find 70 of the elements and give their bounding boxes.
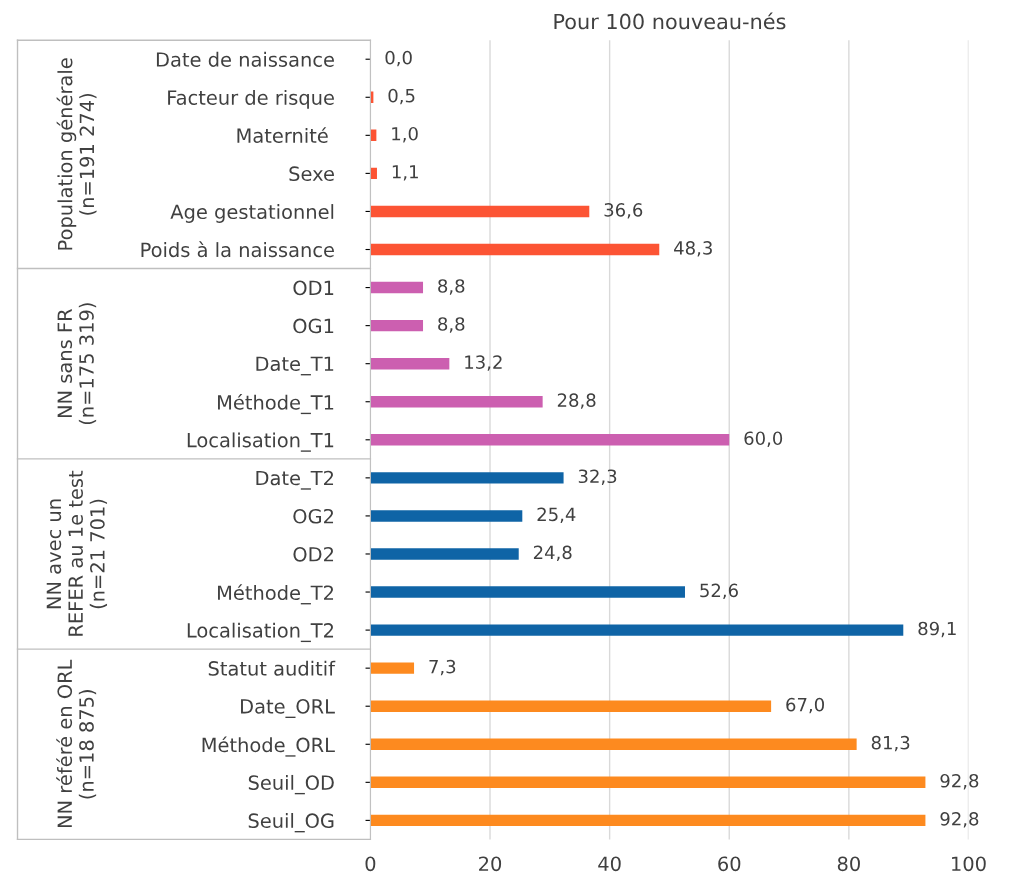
- data-label: 28,8: [557, 393, 596, 409]
- y-tick-label: Seuil_OG: [248, 813, 334, 833]
- bar: [370, 243, 660, 256]
- data-label: 48,3: [674, 241, 712, 257]
- bar: [370, 738, 857, 750]
- bar: [370, 662, 415, 674]
- bar: [370, 586, 685, 598]
- x-tick-label: 100: [952, 856, 986, 872]
- data-label: 7,3: [429, 659, 456, 676]
- data-label: 24,8: [533, 545, 572, 562]
- y-tick-label: Méthode_T2: [218, 584, 334, 605]
- bar: [370, 510, 523, 522]
- data-label: 13,2: [465, 355, 502, 371]
- bar: [370, 281, 424, 294]
- y-tick-label: Localisation_T1: [187, 432, 334, 452]
- x-tick-label: 80: [837, 856, 860, 872]
- data-label: 67,0: [786, 697, 825, 714]
- data-label: 36,6: [604, 203, 643, 219]
- y-tick-label: OG1: [293, 318, 334, 334]
- text: NN sans FR (n=175 319): [57, 303, 97, 425]
- bar: [370, 357, 450, 370]
- x-tick-label: 60: [718, 856, 741, 872]
- bar: [370, 624, 904, 636]
- bar: [370, 205, 590, 218]
- y-tick-label: Maternité: [237, 127, 328, 143]
- text: NN avec un REFER au 1e test (n=21 701): [46, 470, 108, 636]
- x-tick-label: 0: [365, 856, 376, 872]
- data-label: 32,3: [578, 469, 617, 485]
- y-tick-label: Date de naissance: [156, 51, 334, 67]
- y-tick-label: Méthode_ORL: [202, 736, 335, 757]
- data-label: 60,0: [744, 431, 783, 447]
- y-tick-label: Date_T1: [256, 356, 334, 376]
- data-label: 25,4: [537, 507, 576, 523]
- y-tick-label: Statut auditif: [208, 660, 336, 676]
- data-label: 0,0: [385, 50, 412, 67]
- y-tick-label: Date_T2: [256, 470, 334, 490]
- x-tick-label: 20: [479, 856, 502, 872]
- y-tick-label: Facteur de risque: [168, 89, 334, 109]
- chart-title: Pour 100 nouveau-nés: [554, 12, 786, 30]
- x-tick-label: 40: [598, 856, 621, 872]
- bar: [370, 472, 564, 484]
- data-label: 1,0: [392, 126, 418, 143]
- data-label: 92,8: [940, 811, 979, 828]
- bar: [370, 700, 772, 712]
- data-label: 81,3: [871, 735, 910, 752]
- y-tick-label: Seuil_OD: [248, 774, 334, 795]
- bar: [370, 396, 543, 408]
- bar: [370, 776, 926, 789]
- bar: [370, 319, 424, 332]
- bar: [370, 548, 519, 560]
- y-tick-label: Date_ORL: [241, 699, 335, 719]
- data-label: 89,1: [918, 621, 956, 638]
- text: NN référé en ORL (n=18 875): [56, 659, 97, 828]
- data-label: 0,5: [388, 88, 415, 105]
- text: Population générale (n=191 274): [56, 58, 97, 250]
- y-tick-label: Poids à la naissance: [141, 241, 334, 258]
- y-tick-label: Localisation_T2: [187, 622, 334, 643]
- y-tick-label: OD1: [293, 280, 334, 296]
- y-tick-label: OG2: [293, 508, 334, 524]
- data-label: 8,8: [438, 279, 465, 295]
- y-tick-label: Age gestationnel: [170, 204, 334, 223]
- data-label: 92,8: [940, 773, 979, 790]
- y-tick-label: Méthode_T1: [218, 393, 334, 415]
- y-tick-label: Sexe: [289, 166, 334, 182]
- bar: [370, 814, 926, 827]
- data-label: 52,6: [700, 583, 738, 600]
- bar: [370, 434, 730, 446]
- data-label: 8,8: [438, 317, 465, 333]
- data-label: 1,1: [392, 165, 418, 181]
- y-tick-label: OD2: [293, 546, 334, 562]
